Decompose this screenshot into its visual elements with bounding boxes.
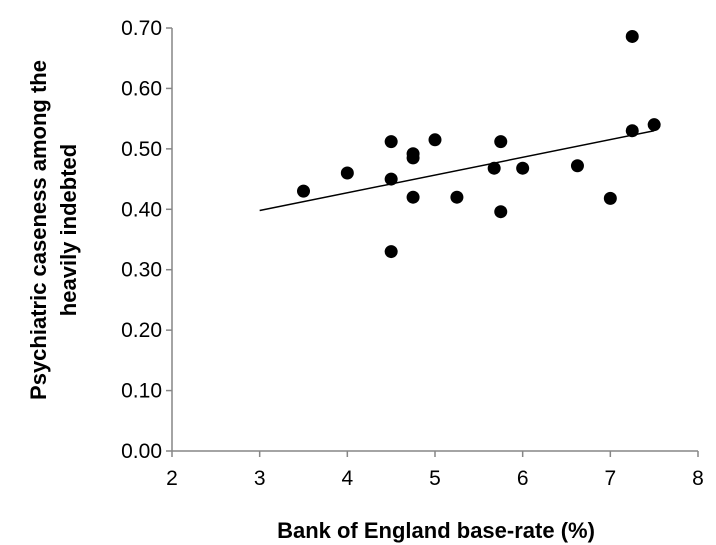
y-tick-label: 0.10: [121, 380, 162, 403]
data-point: [647, 118, 661, 132]
x-tick-label: 7: [604, 467, 616, 490]
axes: [171, 28, 698, 452]
data-points: [297, 29, 661, 259]
data-point: [450, 190, 464, 204]
y-tick-label: 0.30: [121, 259, 162, 282]
y-tick-label: 0.60: [121, 77, 162, 100]
y-axis-title-line-1: Psychiatric caseness among the: [26, 60, 51, 400]
trendline: [259, 129, 655, 212]
data-point: [516, 161, 530, 175]
ticks: 0.00 0.10 0.20 0.30 0.40 0.50 0.60 0.70 2 3 4 5 6 7 8: [121, 17, 704, 490]
data-point: [384, 245, 398, 259]
x-tick-label: 2: [166, 467, 178, 490]
x-tick-label: 6: [517, 467, 529, 490]
data-point: [297, 184, 310, 198]
x-tick-label: 8: [692, 467, 704, 490]
data-point: [494, 205, 508, 219]
x-tick-label: 4: [341, 467, 353, 490]
data-point: [625, 124, 639, 138]
y-tick-label: 0.20: [121, 319, 162, 342]
y-tick-label: 0.50: [121, 138, 162, 161]
data-point: [406, 190, 420, 204]
data-point: [428, 133, 442, 147]
y-tick-label: 0.40: [121, 198, 162, 221]
y-tick-label: 0.00: [121, 440, 162, 463]
data-point: [625, 29, 639, 43]
y-axis-title-line-2: heavily indebted: [56, 144, 81, 316]
data-point: [570, 159, 584, 173]
y-tick-label: 0.70: [121, 17, 162, 40]
data-point: [340, 166, 354, 180]
x-tick-label: 5: [429, 467, 441, 490]
data-point: [384, 135, 398, 149]
data-point: [406, 151, 420, 165]
x-axis-title: Bank of England base-rate (%): [277, 518, 595, 543]
data-point: [494, 135, 508, 149]
data-point: [603, 191, 617, 205]
data-point: [487, 161, 501, 175]
x-tick-label: 3: [254, 467, 266, 490]
trendline-group: [259, 129, 655, 212]
data-point: [384, 172, 398, 186]
